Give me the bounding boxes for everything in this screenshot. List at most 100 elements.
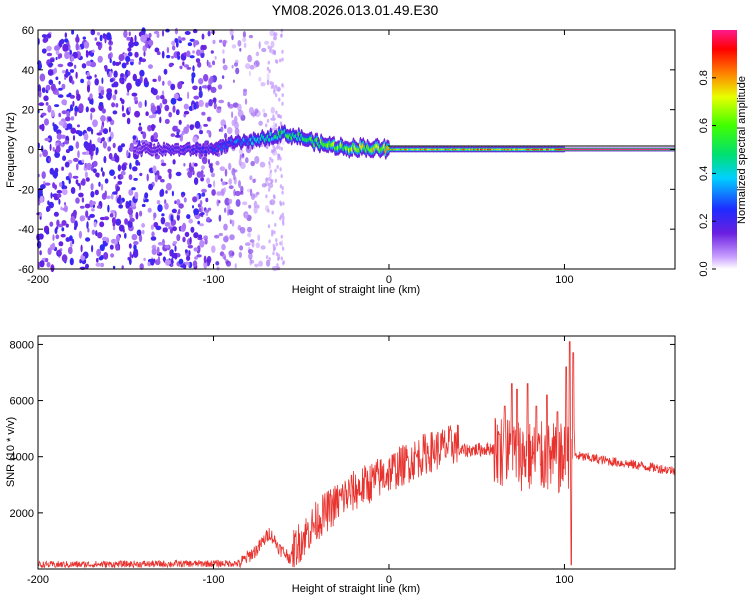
- noise-speckle: [39, 250, 42, 256]
- noise-speckle: [75, 197, 80, 204]
- noise-speckle: [116, 234, 120, 242]
- noise-speckle: [279, 58, 282, 63]
- noise-speckle: [49, 58, 55, 63]
- noise-speckle: [243, 42, 247, 49]
- noise-speckle: [77, 150, 80, 159]
- noise-speckle: [144, 77, 148, 85]
- noise-speckle: [198, 234, 203, 239]
- noise-speckle: [151, 247, 157, 255]
- noise-speckle: [232, 79, 235, 83]
- noise-speckle: [252, 178, 256, 183]
- noise-speckle: [249, 175, 253, 181]
- noise-speckle: [170, 214, 174, 222]
- snr-series-line: [37, 341, 676, 569]
- spectrogram-x-ticks: -200 -100 0 100: [27, 30, 574, 286]
- noise-speckle: [66, 123, 73, 130]
- noise-speckle: [200, 44, 205, 52]
- noise-speckle: [60, 233, 66, 238]
- noise-speckle: [174, 200, 177, 204]
- noise-speckle: [38, 102, 45, 107]
- spectrogram-y-label: Frequency (Hz): [5, 112, 17, 188]
- noise-speckle: [205, 212, 209, 217]
- noise-speckle: [96, 205, 101, 209]
- noise-speckle: [112, 191, 118, 195]
- noise-speckle: [192, 85, 198, 91]
- noise-speckle: [132, 73, 137, 82]
- noise-speckle: [281, 139, 285, 146]
- noise-speckle: [39, 213, 43, 217]
- noise-speckle: [170, 133, 175, 137]
- noise-speckle: [282, 221, 285, 226]
- noise-speckle: [57, 63, 64, 68]
- noise-speckle: [86, 221, 89, 230]
- noise-speckle: [197, 220, 201, 225]
- noise-speckle: [275, 242, 278, 247]
- noise-speckle: [39, 195, 44, 203]
- noise-speckle: [45, 230, 50, 235]
- noise-speckle: [255, 242, 260, 249]
- noise-speckle: [217, 84, 223, 90]
- noise-speckle: [49, 243, 56, 251]
- noise-speckle: [70, 116, 75, 121]
- noise-speckle: [228, 185, 234, 190]
- noise-speckle: [142, 131, 147, 140]
- noise-speckle: [90, 107, 96, 113]
- noise-speckle: [99, 86, 104, 90]
- noise-speckle: [69, 69, 75, 73]
- noise-speckle: [131, 187, 136, 191]
- noise-speckle: [228, 250, 235, 256]
- noise-speckle: [91, 244, 94, 253]
- noise-speckle: [234, 127, 240, 136]
- noise-speckle: [215, 160, 220, 166]
- noise-speckle: [114, 89, 118, 95]
- noise-speckle: [60, 38, 65, 45]
- noise-speckle: [171, 252, 177, 259]
- noise-speckle: [133, 244, 137, 251]
- noise-speckle: [110, 253, 115, 258]
- noise-speckle: [54, 151, 60, 158]
- noise-speckle: [86, 126, 92, 132]
- noise-speckle: [39, 153, 42, 158]
- noise-speckle: [145, 111, 149, 116]
- noise-speckle: [213, 180, 216, 188]
- noise-speckle: [175, 109, 180, 116]
- noise-speckle: [55, 76, 59, 81]
- colorbar-tick-label: 0.6: [698, 118, 710, 133]
- noise-speckle: [46, 206, 50, 212]
- noise-speckle: [135, 78, 142, 87]
- noise-speckle: [39, 124, 43, 130]
- noise-speckle: [85, 177, 90, 182]
- noise-speckle: [128, 44, 132, 48]
- noise-speckle: [81, 159, 85, 163]
- noise-speckle: [64, 161, 70, 168]
- noise-speckle: [173, 93, 179, 100]
- noise-speckle: [179, 133, 183, 142]
- noise-speckle: [223, 236, 229, 243]
- noise-speckle: [70, 127, 76, 134]
- noise-speckle: [196, 254, 202, 258]
- noise-speckle: [115, 218, 122, 226]
- noise-speckle: [127, 70, 131, 76]
- noise-speckle: [200, 49, 205, 54]
- noise-speckle: [109, 169, 115, 176]
- noise-speckle: [91, 150, 94, 157]
- noise-speckle: [152, 78, 157, 82]
- noise-speckle: [203, 260, 208, 269]
- noise-speckle: [254, 62, 257, 69]
- noise-speckle: [100, 183, 104, 191]
- noise-speckle: [275, 32, 278, 37]
- noise-speckle: [196, 245, 201, 254]
- noise-speckle: [104, 190, 107, 198]
- noise-speckle: [224, 197, 230, 206]
- noise-speckle: [159, 102, 163, 109]
- noise-speckle: [138, 101, 143, 109]
- noise-speckle: [171, 257, 174, 265]
- noise-speckle: [75, 42, 79, 51]
- noise-speckle: [86, 72, 91, 77]
- noise-speckle: [226, 127, 233, 135]
- noise-speckle: [272, 84, 275, 89]
- noise-speckle: [139, 69, 145, 77]
- noise-speckle: [40, 184, 46, 190]
- noise-speckle: [80, 244, 83, 253]
- noise-speckle: [138, 61, 141, 65]
